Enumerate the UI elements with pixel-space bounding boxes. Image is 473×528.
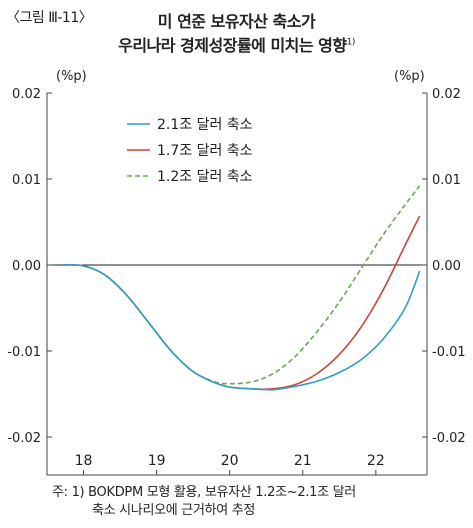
footnote: 주: 1) BOKDPM 모형 활용, 보유자산 1.2조~2.1조 달러 축소… [52, 484, 356, 520]
title-text-1: 미 연준 보유자산 축소가 [157, 12, 316, 31]
x-tick-label: 18 [75, 453, 93, 469]
y-tick-label-left: -0.01 [7, 345, 41, 360]
title-text-2: 우리나라 경제성장률에 미치는 영향 [118, 36, 347, 55]
footnote-line2: 축소 시나리오에 근거하여 추정 [92, 503, 256, 518]
y-tick-label-left: 0.00 [12, 259, 41, 274]
x-tick-label: 19 [148, 453, 166, 469]
footnote-line1: 주: 1) BOKDPM 모형 활용, 보유자산 1.2조~2.1조 달러 [52, 485, 356, 500]
title-footnote-mark: 1) [346, 37, 356, 48]
series-line-1 [61, 264, 421, 391]
y-tick-label-right: 0.00 [432, 259, 461, 274]
x-tick-label: 22 [367, 453, 385, 469]
y-tick-label-left: -0.02 [7, 431, 41, 446]
legend-label-1: 2.1조 달러 축소 [157, 117, 253, 133]
y-tick-label-right: -0.02 [432, 431, 466, 446]
legend-label-2: 1.7조 달러 축소 [157, 143, 253, 159]
y-tick-label-left: 0.02 [12, 87, 41, 102]
y-tick-label-right: 0.01 [432, 173, 461, 188]
y-tick-label-right: 0.02 [432, 87, 461, 102]
figure-label: 〈그림 Ⅲ-11〉 [6, 10, 93, 26]
y-unit-left: (%p) [56, 69, 87, 84]
chart-title-line2: 우리나라 경제성장률에 미치는 영향1) [0, 32, 473, 56]
x-tick-label: 21 [294, 453, 312, 469]
series-line-2 [61, 215, 421, 391]
y-unit-right: (%p) [394, 69, 425, 84]
chart-title-line1: 미 연준 보유자산 축소가 [0, 8, 473, 32]
x-tick-label: 20 [221, 453, 239, 469]
legend-label-3: 1.2조 달러 축소 [157, 169, 253, 185]
y-tick-label-left: 0.01 [12, 173, 41, 188]
y-tick-label-right: -0.01 [432, 345, 466, 360]
series-line-3 [61, 185, 421, 385]
line-chart: (%p) (%p) 0.02 0.02 0.01 0.01 0.00 0.00 -0.01 -0.… [7, 69, 466, 476]
